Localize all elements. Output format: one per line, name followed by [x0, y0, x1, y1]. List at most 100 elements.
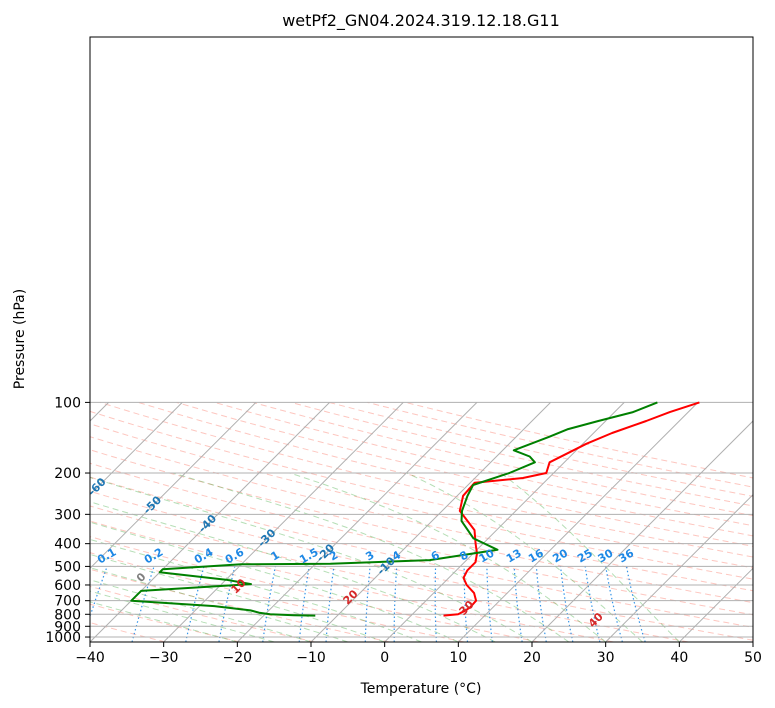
grid-lines — [0, 401, 753, 642]
mixing-ratio-line — [513, 566, 523, 642]
moist-adiabat-line — [90, 567, 348, 642]
moist-adiabat-line — [90, 553, 385, 642]
dry-adiabat-line — [90, 449, 753, 604]
x-tick-label: 40 — [670, 650, 688, 666]
y-axis-label: Pressure (hPa) — [12, 289, 28, 389]
mixing-ratio-line — [605, 566, 623, 642]
isotherm-line — [236, 402, 478, 642]
isotherm-line — [163, 402, 404, 642]
dry-adiabat-line — [290, 401, 753, 507]
mixing-ratio-label: 36 — [616, 546, 636, 565]
mixing-ratio-line — [486, 566, 493, 642]
x-axis-label: Temperature (°C) — [360, 681, 482, 697]
mixing-ratio-line — [325, 566, 335, 642]
x-axis: −40 −30 −20 −10 0 10 20 30 40 50 — [75, 642, 762, 666]
mixing-ratio-label: 8 — [457, 548, 470, 563]
dry-adiabat-line — [90, 423, 753, 580]
chart-title: wetPf2_GN04.2024.319.12.18.G11 — [282, 11, 560, 31]
y-tick-label: 200 — [54, 466, 81, 482]
background-lines — [90, 401, 753, 642]
y-tick-label: 100 — [54, 395, 81, 411]
mixing-ratio-label: 1 — [269, 548, 282, 563]
y-tick-label: 800 — [54, 607, 81, 623]
dry-adiabat-line — [90, 603, 241, 642]
isotherm-line — [90, 402, 330, 642]
dry-adiabat-line — [90, 568, 390, 642]
dry-adiabat-line — [90, 585, 315, 642]
dry-adiabat-line — [90, 490, 753, 641]
dry-adiabat-line — [90, 476, 753, 628]
moist-adiabat-line — [90, 521, 459, 642]
moist-adiabat-line — [90, 538, 422, 642]
dry-adiabat-line — [90, 462, 753, 616]
isotherm-line — [605, 493, 753, 642]
mixing-ratio-line — [584, 566, 601, 642]
dry-adiabat-line — [214, 401, 753, 527]
mixing-ratio-line — [90, 566, 108, 619]
dry-adiabat-line — [176, 401, 753, 537]
isotherm-line — [90, 402, 183, 496]
mixing-ratio-label: 13 — [504, 547, 524, 566]
dry-adiabat-line — [90, 436, 753, 592]
mixing-ratio-line — [298, 566, 310, 642]
isotherm-line — [384, 402, 625, 642]
y-tick-label: 900 — [54, 619, 81, 635]
moist-adiabat-line — [406, 472, 643, 642]
y-tick-label: 600 — [54, 578, 81, 594]
x-tick-label: −30 — [149, 650, 179, 666]
x-tick-label: −20 — [223, 650, 253, 666]
moist-adiabat-line — [172, 472, 570, 642]
mixing-ratio-line — [535, 566, 547, 642]
isotherm-line — [531, 420, 753, 642]
isotherm-line — [678, 567, 753, 642]
dry-adiabat-line — [90, 505, 689, 642]
profile-lines — [130, 401, 700, 617]
y-tick-label: 1000 — [45, 630, 81, 646]
dry-adiabat-line — [90, 536, 539, 642]
mixing-ratio-line — [559, 566, 574, 642]
isotherm-line — [0, 402, 35, 642]
mixing-ratio-label: 0.1 — [95, 545, 118, 566]
temperature-profile-line — [443, 401, 700, 617]
moist-adiabat-line — [289, 472, 607, 642]
mixing-ratio-label: 0.4 — [192, 545, 216, 566]
isotherm-line — [90, 402, 257, 570]
isotherm-line — [310, 402, 551, 642]
y-tick-label: 700 — [54, 594, 81, 610]
moist-adiabat-line — [90, 501, 496, 642]
moist-adiabat-line — [90, 579, 312, 642]
mixing-ratio-label: 25 — [575, 547, 595, 566]
isotherm-line — [752, 641, 753, 642]
y-tick-label: 400 — [54, 537, 81, 553]
x-tick-label: 50 — [744, 650, 762, 666]
dry-adiabat-line — [328, 401, 753, 497]
dry-adiabat-label: 0 — [134, 570, 149, 585]
isotherm-line — [457, 402, 699, 642]
dewpoint-profile-line — [130, 401, 658, 617]
isotherm-label: -70 — [31, 456, 54, 479]
moist-adiabat-line — [90, 601, 238, 642]
dry-adiabat-line — [90, 552, 465, 642]
mixing-ratio-line — [463, 566, 469, 642]
mixing-ratio-line — [364, 566, 371, 642]
mixing-ratio-label: 0.2 — [142, 545, 165, 566]
y-tick-label: 300 — [54, 507, 81, 523]
x-tick-label: 20 — [523, 650, 541, 666]
x-tick-label: −10 — [296, 650, 326, 666]
isotherm-label: -30 — [255, 526, 278, 549]
x-tick-label: −40 — [75, 650, 105, 666]
dry-adiabat-line — [90, 622, 166, 642]
dry-adiabat-line — [138, 401, 753, 547]
y-tick-label: 500 — [54, 559, 81, 575]
x-tick-label: 0 — [380, 650, 389, 666]
x-tick-label: 30 — [597, 650, 615, 666]
mixing-ratio-line — [185, 566, 205, 642]
x-tick-label: 10 — [449, 650, 467, 666]
moist-adiabat-line — [500, 472, 680, 642]
mixing-ratio-label: 20 — [550, 546, 570, 565]
moist-adiabat-line — [90, 476, 533, 642]
mixing-ratio-line — [218, 566, 236, 642]
moist-adiabat-line — [90, 590, 275, 642]
